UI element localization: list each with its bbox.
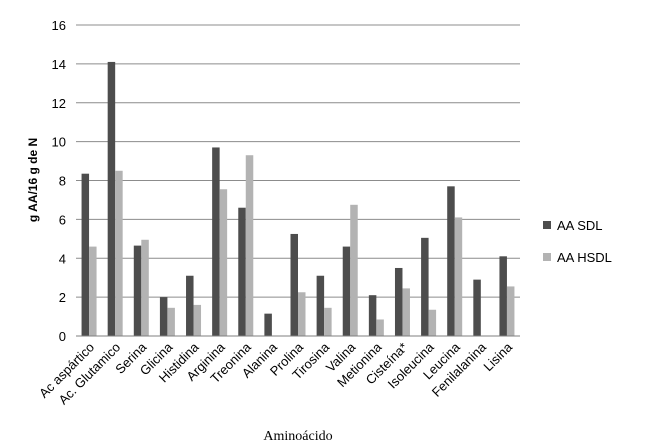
bar (342, 246, 351, 336)
legend-swatch (543, 253, 551, 261)
x-axis-label: Aminoácido (263, 429, 332, 444)
y-tick-label: 6 (59, 212, 66, 227)
bar (212, 147, 220, 336)
bar (350, 204, 358, 336)
y-tick-label: 16 (52, 18, 66, 33)
bar (376, 319, 384, 336)
bar (141, 239, 149, 336)
y-tick-label: 12 (52, 96, 66, 111)
y-tick-label: 4 (59, 251, 66, 266)
y-tick-label: 14 (52, 57, 66, 72)
legend: AA SDL AA HSDL (543, 218, 612, 265)
bar (219, 189, 228, 336)
y-axis-label: g AA/16 g de N (26, 138, 40, 222)
bar (107, 61, 116, 337)
bar (506, 286, 515, 336)
bar (447, 186, 455, 336)
x-tick-label: Lisina (480, 339, 515, 374)
bar (89, 246, 97, 336)
bar (290, 233, 298, 336)
bars (81, 61, 515, 337)
bar (402, 288, 410, 336)
bar (115, 170, 123, 336)
bar (368, 295, 377, 336)
y-tick-label: 0 (59, 329, 66, 344)
y-tick-label: 8 (59, 174, 66, 189)
bar (421, 237, 429, 336)
bar (264, 313, 272, 336)
bar (81, 173, 90, 336)
bar (298, 292, 306, 336)
bar (324, 307, 332, 336)
bar (454, 217, 463, 336)
gridlines (76, 24, 520, 298)
y-tick-label: 10 (52, 135, 66, 150)
bar (473, 279, 481, 336)
y-tick-labels: 0 2 4 6 8 10 12 14 16 (52, 18, 66, 344)
bar (238, 207, 246, 336)
legend-label: AA HSDL (557, 250, 612, 265)
legend-label: AA SDL (557, 218, 603, 233)
bar (428, 309, 437, 336)
bar (167, 307, 175, 336)
bar (133, 245, 142, 336)
bar (245, 155, 254, 336)
bar (159, 297, 168, 336)
legend-swatch (543, 221, 551, 229)
y-tick-label: 2 (59, 290, 66, 305)
bar (316, 275, 325, 336)
bar (394, 267, 403, 336)
bar (186, 275, 194, 336)
bar (499, 256, 507, 336)
bar (193, 304, 202, 336)
